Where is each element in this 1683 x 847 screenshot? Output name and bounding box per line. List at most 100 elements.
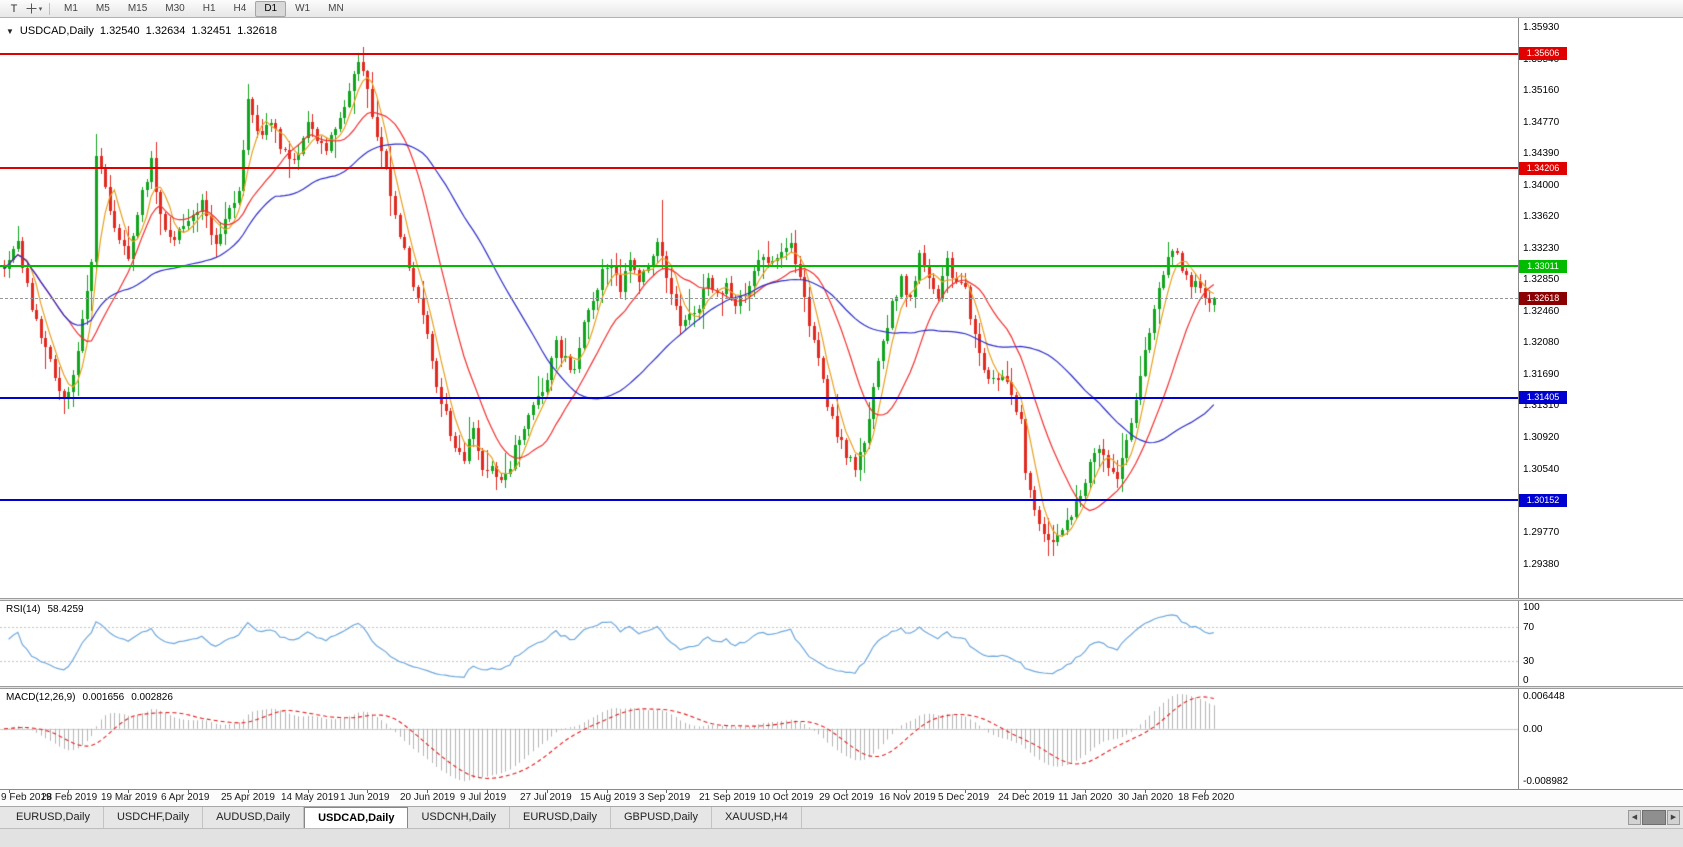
timeframe-button[interactable]: W1 <box>286 1 319 17</box>
rsi-axis-label: 0 <box>1523 675 1529 686</box>
time-axis-tick <box>547 790 548 793</box>
price-axis-label: 1.29770 <box>1523 526 1560 538</box>
top-toolbar: T ▾ M1 M5 M15 M30 H1 H4 D1 W1 MN <box>0 0 1683 18</box>
toolbar-divider <box>49 2 50 15</box>
chart-tab[interactable]: AUDUSD,Daily <box>203 807 305 828</box>
rsi-label: RSI(14) <box>6 604 41 615</box>
window-bottom-edge <box>0 828 1683 847</box>
rsi-indicator-canvas[interactable] <box>0 601 1518 686</box>
chart-ohlc-title: ▼ USDCAD,Daily 1.32540 1.32634 1.32451 1… <box>6 25 277 37</box>
horizontal-line-1.34206[interactable] <box>0 167 1518 170</box>
time-axis-tick <box>68 790 69 793</box>
timeframe-button[interactable]: M30 <box>156 1 193 17</box>
time-axis-tick <box>427 790 428 793</box>
time-axis-tick <box>607 790 608 793</box>
price-tag-1.33011[interactable]: 1.33011 <box>1519 259 1567 273</box>
time-axis-tick <box>906 790 907 793</box>
price-tag-1.34206[interactable]: 1.34206 <box>1519 161 1567 175</box>
time-axis-tick <box>666 790 667 793</box>
chart-tab[interactable]: EURUSD,Daily <box>510 807 611 828</box>
chart-tab[interactable]: EURUSD,Daily <box>3 807 104 828</box>
time-scale[interactable] <box>0 789 1683 806</box>
time-axis-label: 18 Feb 2020 <box>1178 792 1235 803</box>
chart-tab[interactable]: USDCHF,Daily <box>104 807 204 828</box>
timeframe-button[interactable]: M1 <box>55 1 87 17</box>
time-axis-tick <box>786 790 787 793</box>
time-axis-label: 6 Apr 2019 <box>161 792 210 803</box>
price-axis-label: 1.34770 <box>1523 117 1560 129</box>
chart-tab-bar: EURUSD,Daily USDCHF,Daily AUDUSD,Daily USDC… <box>0 806 1683 828</box>
time-axis-tick <box>1145 790 1146 793</box>
time-axis-label: 9 Feb 2019 <box>1 792 52 803</box>
price-axis-label: 1.32850 <box>1523 274 1560 286</box>
time-axis-tick <box>308 790 309 793</box>
price-axis-label: 1.33230 <box>1523 243 1560 255</box>
time-axis-label: 20 Jun 2019 <box>400 792 456 803</box>
main-chart-canvas[interactable] <box>0 18 1518 598</box>
price-axis-label: 1.32460 <box>1523 306 1560 318</box>
chart-tab[interactable]: USDCNH,Daily <box>408 807 511 828</box>
price-axis-label: 1.31310 <box>1523 400 1560 412</box>
price-tag-1.30152[interactable]: 1.30152 <box>1519 493 1567 507</box>
crosshair-tool-button[interactable]: ▾ <box>24 1 44 17</box>
chart-tab[interactable]: GBPUSD,Daily <box>611 807 712 828</box>
price-tag-1.35606[interactable]: 1.35606 <box>1519 47 1567 61</box>
horizontal-line-1.33011[interactable] <box>0 265 1518 268</box>
time-axis-label: 24 Dec 2019 <box>998 792 1055 803</box>
timeframe-button[interactable]: H1 <box>194 1 225 17</box>
time-axis-label: 25 Apr 2019 <box>221 792 275 803</box>
tab-scrollbar[interactable]: ◀ ▶ <box>1628 809 1680 825</box>
horizontal-line-1.30152[interactable] <box>0 499 1518 502</box>
text-tool-label: T <box>10 2 18 15</box>
time-axis-tick <box>1025 790 1026 793</box>
macd-signal-value: 0.002826 <box>131 692 173 703</box>
rsi-header: RSI(14) 58.4259 <box>6 604 84 615</box>
time-axis-label: 28 Feb 2019 <box>41 792 98 803</box>
ohlc-open: 1.32540 <box>99 25 140 37</box>
timeframe-button[interactable]: H4 <box>225 1 256 17</box>
time-axis-label: 14 May 2019 <box>281 792 339 803</box>
timeframe-button[interactable]: M5 <box>87 1 119 17</box>
macd-main-value: 0.001656 <box>82 692 125 703</box>
timeframe-button[interactable]: MN <box>319 1 353 17</box>
time-axis-tick <box>846 790 847 793</box>
time-axis-tick <box>1205 790 1206 793</box>
macd-indicator-canvas[interactable] <box>0 689 1518 789</box>
tab-scroll-right-icon[interactable]: ▶ <box>1667 809 1680 825</box>
timeframe-group: M1 M5 M15 M30 H1 H4 D1 W1 MN <box>55 0 353 17</box>
chevron-down-icon: ▾ <box>38 5 43 13</box>
price-tag-1.31405[interactable]: 1.31405 <box>1519 391 1567 405</box>
macd-zero-label: 0.00 <box>1523 723 1543 735</box>
rsi-axis-label: 30 <box>1523 655 1535 667</box>
current-price-tag: 1.32618 <box>1519 291 1567 305</box>
macd-header: MACD(12,26,9) 0.001656 0.002826 <box>6 692 173 703</box>
crosshair-icon <box>26 3 37 14</box>
time-axis-label: 29 Oct 2019 <box>819 792 874 803</box>
time-axis-tick <box>128 790 129 793</box>
chart-symbol-label: USDCAD,Daily <box>19 25 94 37</box>
macd-label: MACD(12,26,9) <box>6 692 76 703</box>
panel-divider-macd[interactable] <box>0 686 1683 689</box>
timeframe-button[interactable]: M15 <box>119 1 156 17</box>
timeframe-button[interactable]: D1 <box>255 0 287 17</box>
chart-tab[interactable]: USDCAD,Daily <box>304 807 409 828</box>
rsi-axis-label: 100 <box>1523 602 1540 613</box>
time-axis-label: 1 Jun 2019 <box>340 792 390 803</box>
macd-axis-min-label: -0.008982 <box>1523 776 1569 787</box>
text-tool-button[interactable]: T <box>4 1 24 17</box>
horizontal-line-1.31405[interactable] <box>0 396 1518 399</box>
price-axis-label: 1.35930 <box>1523 22 1560 33</box>
time-axis-label: 5 Dec 2019 <box>938 792 990 803</box>
current-price-line <box>0 298 1518 300</box>
time-axis-label: 21 Sep 2019 <box>699 792 756 803</box>
tab-scroll-left-icon[interactable]: ◀ <box>1628 809 1641 825</box>
time-axis-label: 27 Jul 2019 <box>520 792 572 803</box>
price-axis-label: 1.35160 <box>1523 85 1560 97</box>
chart-tab[interactable]: XAUUSD,H4 <box>712 807 802 828</box>
price-axis-label: 1.31690 <box>1523 369 1560 381</box>
horizontal-line-1.35606[interactable] <box>0 52 1518 55</box>
tab-scrollbar-thumb[interactable] <box>1642 809 1666 825</box>
panel-divider-rsi[interactable] <box>0 598 1683 601</box>
one-click-panel-toggle-icon[interactable]: ▼ <box>6 26 14 36</box>
